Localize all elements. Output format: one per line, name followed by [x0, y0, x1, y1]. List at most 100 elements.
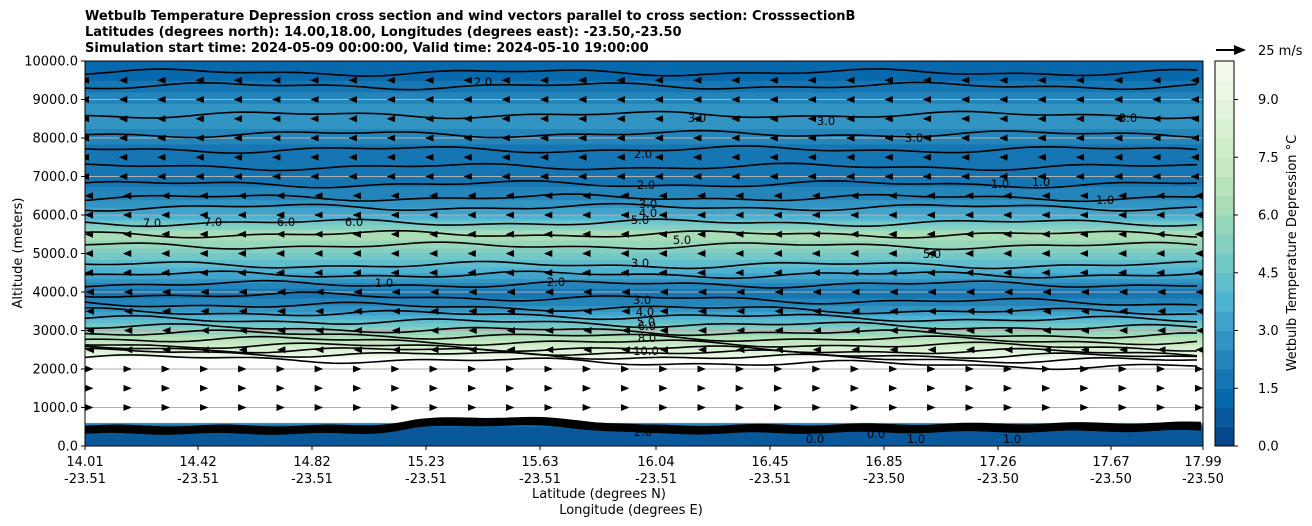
filled-contour-band: [85, 86, 1203, 89]
filled-contour-band: [85, 288, 1203, 291]
contour-label: 8.0: [638, 331, 656, 345]
x-tick-label-lat: 15.23: [407, 455, 444, 470]
filled-contour-band: [85, 215, 1203, 218]
filled-contour-band: [85, 355, 1203, 359]
contour-label: 5.0: [673, 233, 691, 247]
filled-contour-band: [85, 103, 1203, 106]
filled-contour-band: [85, 64, 1203, 68]
colorbar-band: [1215, 234, 1234, 254]
contour-line: [85, 162, 1198, 172]
surface-contour-line: [85, 416, 1202, 429]
filled-contour-band: [85, 161, 1203, 164]
filled-contour-band: [85, 261, 1203, 264]
contour-label: 0.0: [867, 427, 885, 441]
contour-line: [85, 81, 1198, 91]
filled-contour-band: [85, 84, 1203, 87]
filled-contour-band: [85, 180, 1203, 183]
gridlines: [85, 99, 1203, 408]
contour-label: 1.0: [1003, 432, 1021, 446]
filled-contours: [85, 61, 1203, 446]
filled-contour-band: [85, 145, 1203, 149]
y-tick-label: 1000.0: [33, 401, 79, 416]
filled-contour-band: [85, 322, 1203, 326]
filled-contour-band: [85, 324, 1203, 328]
contour-label: 2.0: [637, 178, 655, 192]
contour-label: 4.0: [636, 305, 654, 319]
contour-label: 1.0: [991, 177, 1009, 191]
filled-contour-band: [85, 232, 1203, 235]
y-tick-label: 10000.0: [24, 55, 78, 70]
x-tick-label-lat: 17.67: [1092, 455, 1129, 470]
filled-contour-band: [85, 280, 1203, 283]
filled-contour-band: [85, 278, 1203, 282]
contour-label: 2.0: [634, 147, 652, 161]
colorbar-band: [1215, 426, 1234, 447]
filled-contour-band: [85, 276, 1203, 280]
filled-contour-band: [85, 309, 1203, 312]
contour-label: 2.0: [547, 275, 565, 289]
filled-contour-band: [85, 318, 1203, 322]
filled-contour-band: [85, 138, 1203, 141]
filled-contour-band: [85, 274, 1203, 278]
filled-contour-band: [85, 147, 1203, 151]
contour-line: [85, 241, 1198, 251]
filled-contour-band: [85, 301, 1203, 305]
filled-contour-band: [85, 66, 1203, 70]
x-tick-label-lon: -23.51: [291, 472, 333, 487]
y-tick-label: 7000.0: [33, 170, 79, 185]
x-tick-label-lon: -23.51: [749, 472, 791, 487]
x-tick-label-lat: 17.26: [979, 455, 1016, 470]
colorbar-band: [1215, 330, 1234, 351]
filled-contour-band: [85, 251, 1203, 255]
x-tick-label-lat: 14.82: [293, 455, 330, 470]
filled-contour-band: [85, 241, 1203, 245]
filled-contour-band: [85, 172, 1203, 176]
filled-contour-band: [85, 442, 1203, 445]
contour-label: 5.0: [637, 315, 655, 329]
y-tick-label: 0.0: [57, 440, 78, 455]
filled-contour-band: [85, 224, 1203, 228]
contour-line: [85, 307, 1198, 323]
filled-contour-band: [85, 303, 1203, 307]
colorbar-band: [1215, 80, 1234, 100]
filled-contour-band: [85, 286, 1203, 289]
filled-contour-band: [85, 432, 1203, 436]
filled-contour-band: [85, 193, 1203, 197]
filled-contour-band: [85, 216, 1203, 220]
filled-contour-band: [85, 143, 1203, 147]
colorbar-band: [1215, 215, 1234, 235]
chart-title-line-2: Latitudes (degrees north): 14.00,18.00, …: [85, 25, 682, 40]
contour-label: 4.0: [639, 206, 657, 220]
x-tick-label-lon: -23.50: [977, 472, 1019, 487]
filled-contour-band: [85, 243, 1203, 247]
filled-contour-band: [85, 257, 1203, 260]
filled-contour-band: [85, 97, 1203, 101]
filled-contour-band: [85, 270, 1203, 274]
x-axis-label-longitude: Longitude (degrees E): [559, 503, 703, 518]
colorbar-tick-label: 0.0: [1258, 440, 1279, 455]
filled-contour-band: [85, 201, 1203, 205]
colorbar-band: [1215, 253, 1234, 274]
filled-contour-band: [85, 182, 1203, 185]
colorbar-band: [1215, 61, 1234, 81]
filled-contour-band: [85, 263, 1203, 266]
filled-contour-band: [85, 338, 1203, 341]
filled-contour-band: [85, 299, 1203, 303]
contour-label: 5.0: [631, 213, 649, 227]
filled-contour-band: [85, 163, 1203, 166]
x-tick-label-lon: -23.51: [177, 472, 219, 487]
contour-line: [85, 279, 1198, 289]
colorbar-tick-label: 7.5: [1258, 151, 1279, 166]
colorbar-tick-label: 4.5: [1258, 266, 1279, 281]
wind-vectors: [85, 76, 1203, 411]
filled-contour-band: [85, 334, 1203, 337]
filled-contour-band: [85, 176, 1203, 180]
contour-labels: 2.03.02.02.03.04.05.07.0 7.0 6.0 6.05.05.03…: [143, 75, 1137, 446]
filled-contour-band: [85, 70, 1203, 74]
filled-contour-band: [85, 141, 1203, 145]
contour-line: [85, 270, 1198, 280]
contour-line: [85, 291, 1198, 306]
filled-contour-band: [85, 122, 1203, 126]
y-tick-label: 4000.0: [33, 286, 79, 301]
